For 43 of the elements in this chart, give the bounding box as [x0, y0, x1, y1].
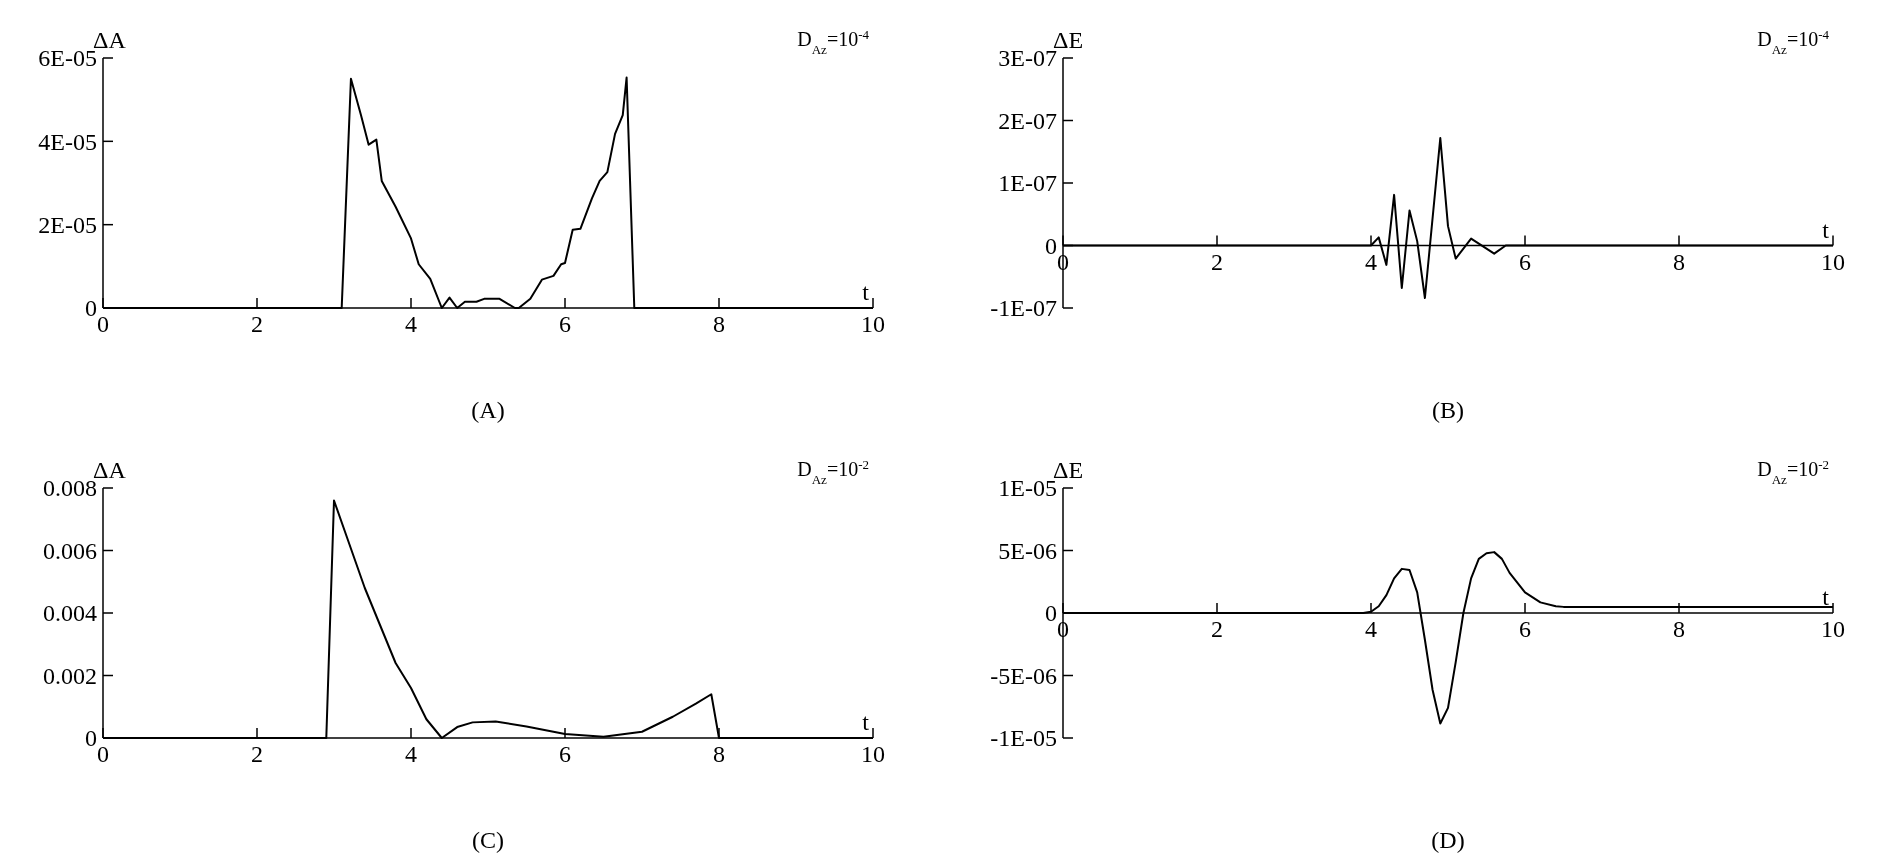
text: (B) — [1432, 397, 1464, 423]
text: D$_{Az}$=10$^{-4}$ — [1757, 26, 1830, 57]
x-axis-title: t — [1822, 216, 1830, 243]
x-tick-label: 2 — [1211, 248, 1223, 275]
x-tick-label: 4 — [405, 311, 417, 337]
x-tick-label: 8 — [713, 311, 725, 337]
text: (D) — [1431, 827, 1465, 853]
text: (A) — [471, 397, 505, 423]
x-axis-title: t — [862, 709, 870, 735]
y-tick-label: 0.006 — [43, 537, 97, 564]
x-tick-label: 4 — [405, 741, 417, 767]
x-tick-label: 2 — [1211, 616, 1223, 642]
x-tick-label: 2 — [251, 311, 263, 337]
x-tick-label: 4 — [1365, 248, 1377, 275]
y-tick-label: 2E-05 — [38, 212, 97, 239]
x-tick-label: 8 — [713, 741, 725, 767]
y-tick-label: -1E-05 — [990, 725, 1057, 752]
y-tick-label: -5E-06 — [990, 662, 1057, 689]
x-tick-label: 10 — [1821, 248, 1845, 275]
x-tick-label: 6 — [1519, 616, 1531, 642]
x-tick-label: 8 — [1673, 248, 1685, 275]
x-tick-label: 4 — [1365, 616, 1377, 642]
x-axis-title: t — [1822, 584, 1830, 610]
y-tick-label: 5E-06 — [998, 537, 1057, 564]
x-tick-label: 10 — [1821, 616, 1845, 642]
x-tick-label: 10 — [861, 311, 885, 337]
x-tick-label: 6 — [559, 311, 571, 337]
x-tick-label: 2 — [251, 741, 263, 767]
x-tick-label: 6 — [1519, 248, 1531, 275]
y-tick-label: 2E-07 — [998, 107, 1057, 134]
x-tick-label: 6 — [559, 741, 571, 767]
text: D$_{Az}$=10$^{-2}$ — [1757, 456, 1829, 487]
x-axis-title: t — [862, 279, 870, 305]
x-tick-label: 10 — [861, 741, 885, 767]
text: D$_{Az}$=10$^{-4}$ — [797, 26, 870, 57]
y-tick-label: 4E-05 — [38, 128, 97, 155]
text: (C) — [472, 827, 504, 853]
y-tick-label: -1E-07 — [990, 295, 1057, 322]
y-tick-label: 1E-07 — [998, 170, 1057, 197]
x-tick-label: 8 — [1673, 616, 1685, 642]
y-tick-label: 0.002 — [43, 662, 97, 689]
text: D$_{Az}$=10$^{-2}$ — [797, 456, 869, 487]
y-tick-label: 0.004 — [43, 600, 97, 627]
